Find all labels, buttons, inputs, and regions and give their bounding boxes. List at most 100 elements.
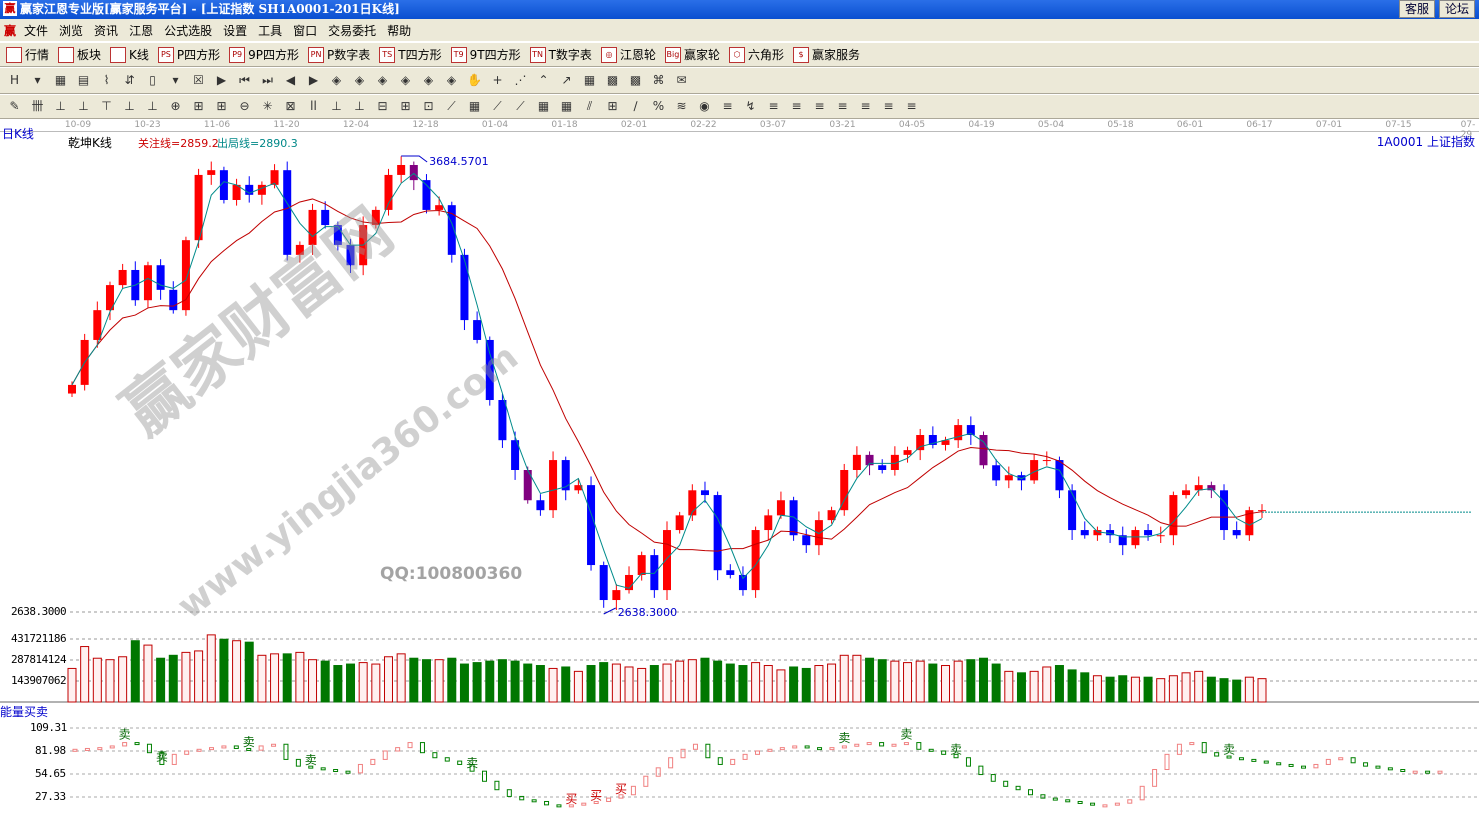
tool-icon[interactable]: ▩ [629,73,642,87]
menu-item[interactable]: 工具 [258,23,283,38]
tool-icon[interactable]: ▯ [149,73,156,87]
tool-icon[interactable]: ✋ [467,73,482,87]
tool-icon[interactable]: ✳ [262,99,273,113]
tool-icon[interactable]: ⟋ [493,99,502,113]
tool-icon[interactable]: ⊥ [354,99,365,113]
menu-item[interactable]: 文件 [24,23,49,38]
tool-icon[interactable]: ⊡ [423,99,434,113]
tool-icon[interactable]: ≡ [860,99,871,113]
tool-icon[interactable]: ⊞ [607,99,618,113]
tool-icon[interactable]: ≡ [883,99,894,113]
tool-icon[interactable]: ≡ [837,99,848,113]
tool-icon[interactable]: ⊥ [147,99,158,113]
tool-icon[interactable]: ◈ [354,73,365,87]
tool-icon[interactable]: ✎ [9,99,20,113]
tool-icon[interactable]: ▤ [77,73,90,87]
tool-icon[interactable]: ⫽ [586,99,593,113]
tool-icon[interactable]: ▦ [583,73,596,87]
tool-icon[interactable]: ≡ [791,99,802,113]
forum-button[interactable]: 论坛 [1438,0,1475,18]
tool-icon[interactable]: ⌘ [652,73,665,87]
toolbar-button[interactable]: T9 9T四方形 [450,46,521,63]
tool-icon[interactable]: ◈ [377,73,388,87]
toolbar-button[interactable]: K线 [110,46,149,63]
tool-icon[interactable]: ↗ [561,73,572,87]
tool-icon[interactable]: ⋰ [514,73,527,87]
menu-item[interactable]: 江恩 [129,23,154,38]
menu-item[interactable]: 交易委托 [328,23,377,38]
tool-icon[interactable]: ⏭ [262,73,273,87]
indicator-selector[interactable]: 乾坤K线 [68,136,112,150]
tool-icon[interactable]: ≡ [814,99,825,113]
tool-icon[interactable]: ≡ [768,99,779,113]
tool-icon[interactable]: ⊕ [170,99,181,113]
tool-icon[interactable]: ⌇ [103,73,110,87]
toolbar-button[interactable]: 行情 [6,46,49,63]
toolbar-button[interactable]: TS T四方形 [379,46,442,63]
menu-item[interactable]: 公式选股 [164,23,213,38]
customer-service-button[interactable]: 客服 [1398,0,1435,18]
tool-icon[interactable]: ◈ [423,73,434,87]
tool-icon[interactable]: ▦ [560,99,573,113]
toolbar-button[interactable]: PS P四方形 [157,46,220,63]
tool-icon[interactable]: ▩ [606,73,619,87]
toolbar-button[interactable]: $ 赢家服务 [792,46,860,63]
tool-icon[interactable]: ⊥ [78,99,89,113]
tool-icon[interactable]: ⌃ [538,73,549,87]
tool-icon[interactable]: ⊞ [193,99,204,113]
tool-icon[interactable]: ≋ [676,99,687,113]
tool-icon[interactable]: H [9,73,20,87]
tool-icon[interactable]: ⏮ [239,73,250,87]
tool-icon[interactable]: 卌 [31,99,44,113]
menu-item[interactable]: 资讯 [94,23,119,38]
toolbar-button[interactable]: 板块 [58,46,101,63]
tool-icon[interactable]: ▶ [308,73,319,87]
tool-icon[interactable]: ▦ [537,99,550,113]
menu-item[interactable]: 浏览 [59,23,84,38]
tool-icon[interactable]: ◈ [400,73,411,87]
candle-body [1220,490,1229,531]
menu-item[interactable]: 窗口 [293,23,318,38]
tool-icon[interactable]: ▾ [34,73,41,87]
tool-icon[interactable]: ≡ [906,99,917,113]
tool-icon[interactable]: ⊞ [216,99,227,113]
tool-icon[interactable]: ✉ [676,73,687,87]
tool-icon[interactable]: + [492,73,503,87]
tool-icon[interactable]: % [652,99,665,113]
tool-icon[interactable]: ⊞ [400,99,411,113]
tool-icon[interactable]: ▶ [216,73,227,87]
toolbar-button[interactable]: TN T数字表 [529,46,592,63]
menu-item[interactable]: 帮助 [387,23,412,38]
tool-icon[interactable]: ▦ [54,73,67,87]
toolbar-button[interactable]: Big 赢家轮 [664,46,720,63]
tool-icon[interactable]: ⟋ [516,99,525,113]
tool-icon[interactable]: ☒ [193,73,204,87]
tool-icon[interactable]: ▾ [172,73,179,87]
tool-icon[interactable]: ⊖ [239,99,250,113]
tool-icon[interactable]: ◈ [446,73,457,87]
menu-logo: 赢 [4,23,17,38]
tool-icon[interactable]: ↯ [745,99,756,113]
tool-icon[interactable]: ⇵ [124,73,135,87]
toolbar-button[interactable]: PN P数字表 [308,46,370,63]
tool-icon[interactable]: ∕ [633,99,638,113]
tool-icon[interactable]: ⊥ [331,99,342,113]
tool-icon[interactable]: ◉ [699,99,710,113]
menu-item[interactable]: 设置 [223,23,248,38]
tool-icon[interactable]: ◈ [331,73,342,87]
tool-icon[interactable]: ⊥ [124,99,135,113]
tool-icon[interactable]: ⊠ [285,99,296,113]
toolbar-button[interactable]: ⬡ 六角形 [728,46,784,63]
toolbar-button[interactable]: ◎ 江恩轮 [600,46,656,63]
tool-icon[interactable]: ⊤ [101,99,112,113]
tool-icon[interactable]: ⊥ [55,99,66,113]
tool-icon[interactable]: ll [310,99,317,113]
tool-icon[interactable]: ≡ [722,99,733,113]
tool-icon[interactable]: ◀ [285,73,296,87]
toolbar-button[interactable]: P9 9P四方形 [229,46,299,63]
tool-icon[interactable]: ▦ [468,99,481,113]
tool-icon[interactable]: ⊟ [377,99,388,113]
tool-icon[interactable]: ⟋ [447,99,456,113]
energy-bar [742,753,748,760]
